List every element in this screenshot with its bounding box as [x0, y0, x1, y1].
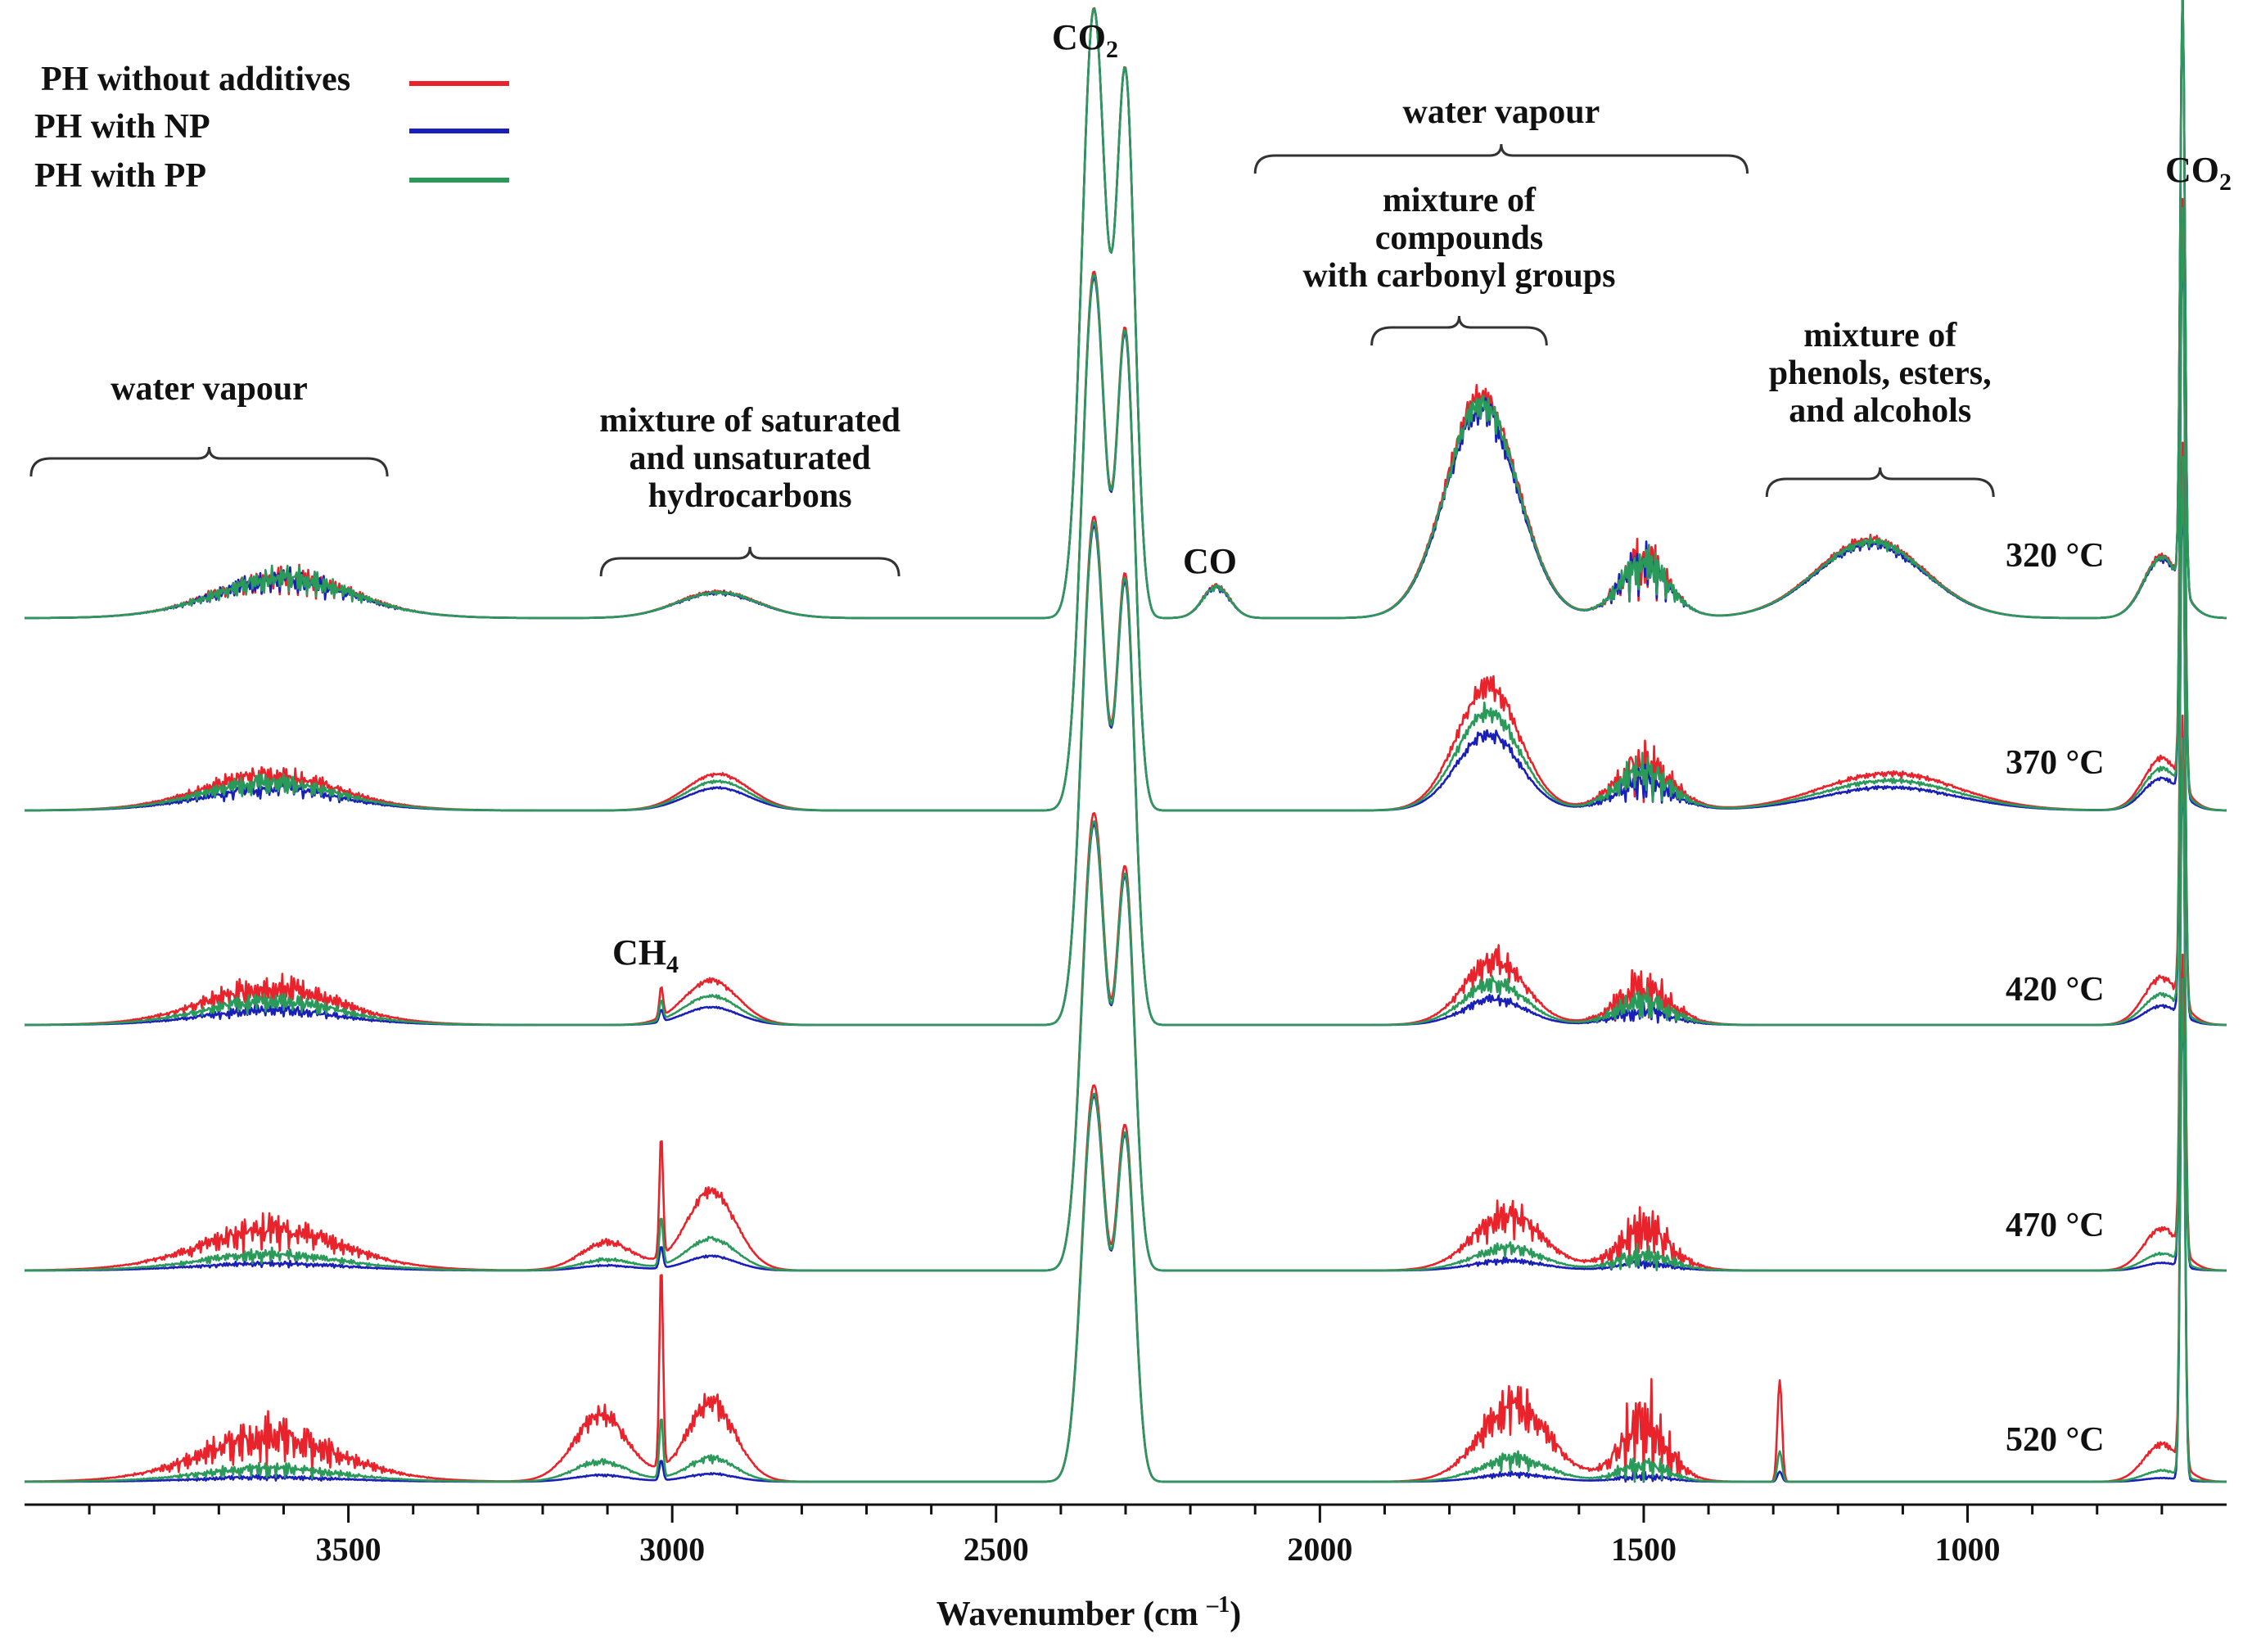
- bracket-water-vapour-right: [1253, 143, 1749, 174]
- spectra-layer: [24, 0, 2227, 1483]
- gas-label-ch4: CH4: [612, 932, 679, 978]
- x-axis-title: Wavenumber (cm –1): [936, 1592, 1242, 1633]
- spectrum-0-series-2: [25, 0, 2227, 620]
- annotation-water-vapour-left-line-0: water vapour: [111, 370, 308, 408]
- annotation-phenols-line-0: mixture of: [1803, 317, 1957, 354]
- temp-label-370: 370 °C: [2006, 744, 2105, 782]
- spectrum-2-series-2: [25, 455, 2227, 1027]
- x-tick-label-2500: 2500: [964, 1531, 1029, 1568]
- annotation-phenols-line-1: phenols, esters,: [1769, 354, 1992, 392]
- x-tick-label-2000: 2000: [1287, 1531, 1352, 1568]
- annotation-carbonyl-line-0: mixture of: [1383, 182, 1537, 219]
- stack-4: [25, 953, 2227, 1483]
- x-tick-label-3500: 3500: [316, 1531, 381, 1568]
- legend: PH without additives PH with NP PH with …: [34, 61, 509, 195]
- bracket-water-vapour-left: [29, 446, 389, 477]
- annotation-water-vapour-right-line-0: water vapour: [1403, 93, 1600, 131]
- annotation-hydrocarbons-line-2: hydrocarbons: [648, 477, 852, 515]
- spectrum-1-series-2: [25, 206, 2227, 812]
- spectrum-1-series-0: [25, 197, 2227, 812]
- legend-entry-1: PH with NP: [34, 108, 509, 146]
- x-tick-label-1000: 1000: [1935, 1531, 2001, 1568]
- x-tick-label-3000: 3000: [639, 1531, 705, 1568]
- annotation-carbonyl-line-2: with carbonyl groups: [1302, 257, 1615, 295]
- legend-entry-2: PH with PP: [34, 157, 509, 195]
- x-tick-label-1500: 1500: [1611, 1531, 1677, 1568]
- bracket-phenols: [1765, 467, 1995, 498]
- spectrum-3-series-2: [25, 737, 2227, 1272]
- temp-label-520: 520 °C: [2006, 1421, 2105, 1459]
- annotation-hydrocarbons-line-0: mixture of saturated: [599, 402, 900, 440]
- stack-2: [24, 441, 2227, 1027]
- bracket-carbonyl: [1370, 315, 1548, 346]
- annotation-carbonyl-line-1: compounds: [1375, 219, 1543, 257]
- stack-3: [25, 714, 2227, 1272]
- legend-label-0: PH without additives: [41, 61, 350, 98]
- gas-label-co2-main: CO2: [1052, 17, 1118, 63]
- temp-label-470: 470 °C: [2006, 1207, 2105, 1244]
- spectrum-4-series-2: [25, 977, 2227, 1483]
- legend-label-2: PH with PP: [34, 157, 206, 195]
- stack-1: [25, 197, 2227, 812]
- annotation-hydrocarbons-line-1: and unsaturated: [629, 440, 870, 477]
- stack-0: [25, 0, 2227, 620]
- temp-label-420: 420 °C: [2006, 971, 2105, 1009]
- temp-label-320: 320 °C: [2006, 537, 2105, 575]
- legend-entry-0: PH without additives: [41, 61, 509, 98]
- gas-label-co2-right: CO2: [2165, 150, 2232, 196]
- legend-label-1: PH with NP: [34, 108, 210, 146]
- bracket-hydrocarbons: [599, 546, 900, 577]
- gas-label-co: CO: [1183, 541, 1237, 581]
- x-axis: 3500 3000 2500 2000 1500 1000: [25, 1503, 2227, 1568]
- annotation-phenols-line-2: and alcohols: [1789, 392, 1971, 430]
